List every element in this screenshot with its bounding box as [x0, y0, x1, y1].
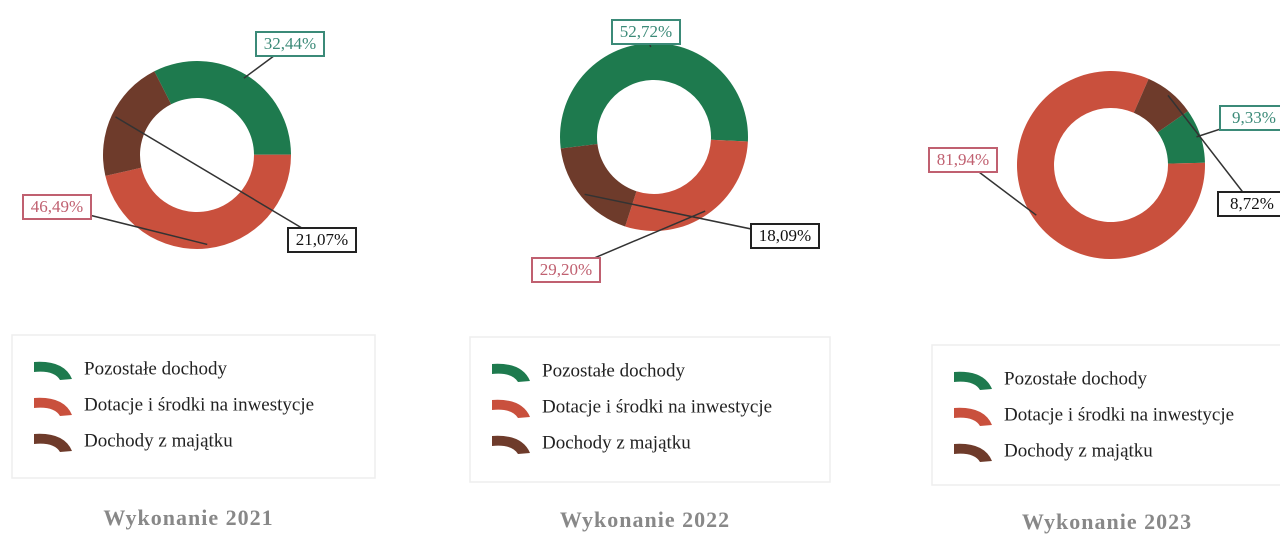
- label-box: [1219, 105, 1280, 131]
- legend-label: Dochody z majątku: [1004, 440, 1153, 461]
- donut-segment: [1016, 70, 1205, 259]
- leader-line: [115, 116, 323, 241]
- legend-swatch: [34, 397, 72, 416]
- legend-label: Dotacje i środki na inwestycje: [1004, 404, 1234, 425]
- donut-segment: [560, 43, 749, 149]
- legend-label: Dochody z majątku: [542, 432, 691, 453]
- donut-segment: [1157, 111, 1205, 164]
- legend-label: Pozostałe dochody: [1004, 368, 1148, 389]
- data-label: 46,49%: [31, 197, 83, 216]
- legend-swatch: [34, 433, 72, 452]
- data-label: 29,20%: [540, 260, 592, 279]
- label-box: [750, 223, 820, 249]
- donut-segment: [154, 61, 291, 155]
- label-box: [1217, 191, 1280, 217]
- legend-box: [11, 334, 376, 479]
- label-box: [255, 31, 325, 57]
- label-box: [611, 19, 681, 45]
- leader-line: [1167, 94, 1253, 205]
- chart-title: Wykonanie 2023: [1022, 509, 1192, 534]
- label-box: [531, 257, 601, 283]
- data-label: 52,72%: [620, 22, 672, 41]
- donut-chart: 52,72% 29,20% 18,09% Pozostałe dochody Dotac…: [469, 19, 831, 532]
- legend-box: [469, 336, 831, 483]
- data-label: 81,94%: [937, 150, 989, 169]
- legend-swatch: [954, 443, 992, 462]
- legend-swatch: [954, 371, 992, 390]
- donut-segment: [625, 139, 748, 232]
- donut-segment: [1133, 78, 1189, 133]
- label-box: [287, 227, 357, 253]
- label-box: [928, 147, 998, 173]
- legend-swatch: [34, 361, 72, 380]
- legend-swatch: [492, 363, 530, 382]
- legend-label: Pozostałe dochody: [84, 358, 228, 379]
- legend-swatch: [954, 407, 992, 426]
- label-box: [22, 194, 92, 220]
- legend-label: Dotacje i środki na inwestycje: [84, 394, 314, 415]
- donut-segment: [560, 143, 637, 227]
- data-label: 9,33%: [1232, 108, 1276, 127]
- data-label: 18,09%: [759, 226, 811, 245]
- legend-label: Dotacje i środki na inwestycje: [542, 396, 772, 417]
- donut-segment: [103, 71, 172, 176]
- legend-swatch: [492, 435, 530, 454]
- chart-title: Wykonanie 2021: [103, 505, 273, 530]
- legend-box: [931, 344, 1280, 486]
- donut-segment: [105, 154, 292, 250]
- legend-swatch: [492, 399, 530, 418]
- chart-title: Wykonanie 2022: [560, 507, 730, 532]
- legend-label: Dochody z majątku: [84, 430, 233, 451]
- data-label: 32,44%: [264, 34, 316, 53]
- donut-chart: 9,33% 81,94% 8,72% Pozostałe dochody Dotacje…: [928, 70, 1280, 534]
- data-label: 8,72%: [1230, 194, 1274, 213]
- donut-chart: 32,44% 46,49% 21,07% Pozostałe dochody Dotac…: [11, 31, 376, 530]
- legend-label: Pozostałe dochody: [542, 360, 686, 381]
- data-label: 21,07%: [296, 230, 348, 249]
